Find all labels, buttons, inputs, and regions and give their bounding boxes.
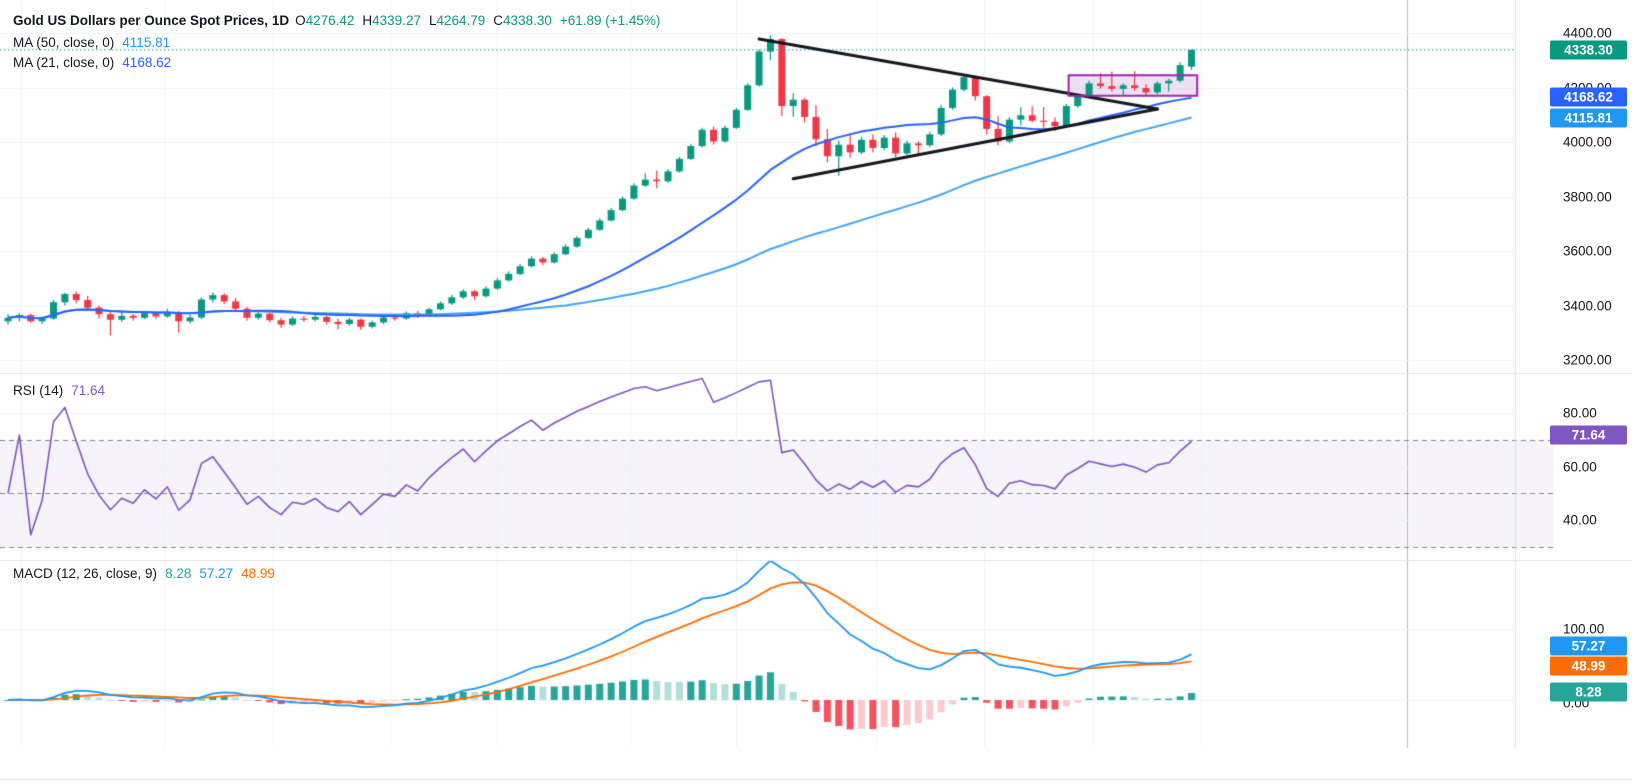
rsi-pane-legend[interactable]: RSI (14) 71.64 [13, 382, 105, 400]
change-value: +61.89 (+1.45%) [559, 13, 661, 28]
rsi-axis-label: 80.00 [1563, 405, 1597, 421]
ohlc-values: O4276.42 H4339.27 L4264.79 C4338.30 [295, 13, 560, 28]
macd-signal-value: 48.99 [241, 566, 275, 581]
price-badge-close: 4338.30 [1550, 40, 1627, 60]
ohlc-h: H4339.27 [362, 13, 421, 28]
ma50-value: 4115.81 [122, 35, 171, 50]
main-pane-legend[interactable]: Gold US Dollars per Ounce Spot Prices, 1… [13, 12, 660, 30]
price-axis-label: 3800.00 [1563, 189, 1612, 204]
rsi-axis-label: 60.00 [1563, 459, 1597, 475]
macd-axis-label: 100.00 [1563, 621, 1605, 637]
rsi-value: 71.64 [71, 383, 106, 398]
price-axis-label: 4000.00 [1563, 134, 1612, 150]
macd-badge-macd: 57.27 [1550, 636, 1627, 656]
macd-badge-hist: 8.28 [1550, 682, 1627, 702]
rsi-badge: 71.64 [1550, 425, 1627, 445]
price-axis-label: 3200.00 [1563, 352, 1612, 368]
price-axis-label: 3400.00 [1563, 298, 1612, 313]
macd-pane-legend[interactable]: MACD (12, 26, close, 9) 8.28 57.27 48.99 [13, 565, 275, 583]
macd-line-value: 57.27 [199, 566, 234, 581]
ohlc-l: L4264.79 [428, 13, 486, 28]
rsi-label: RSI (14) [13, 383, 64, 398]
ma21-legend-row[interactable]: MA (21, close, 0) 4168.62 [13, 54, 171, 72]
macd-badge-signal: 48.99 [1550, 656, 1627, 676]
price-axis-label: 4400.00 [1563, 25, 1612, 41]
ma50-label: MA (50, close, 0) [13, 35, 115, 50]
price-badge-ma21: 4168.62 [1550, 87, 1627, 107]
ma50-legend-row[interactable]: MA (50, close, 0) 4115.81 [13, 34, 170, 52]
macd-hist-value: 8.28 [165, 566, 192, 581]
ma21-label: MA (21, close, 0) [13, 55, 115, 70]
macd-label: MACD (12, 26, close, 9) [13, 566, 158, 581]
symbol-title: Gold US Dollars per Ounce Spot Prices, 1… [13, 13, 290, 28]
ohlc-c: C4338.30 [493, 13, 552, 28]
price-badge-ma50: 4115.81 [1550, 108, 1627, 128]
rsi-axis-label: 40.00 [1563, 512, 1597, 528]
price-axis-label: 3600.00 [1563, 243, 1612, 259]
ohlc-o: O4276.42 [295, 13, 355, 28]
ma21-value: 4168.62 [122, 55, 172, 70]
time-axis[interactable]: 15Aug15Sep15Oct15Nov17Dec13202611 [0, 749, 1632, 783]
